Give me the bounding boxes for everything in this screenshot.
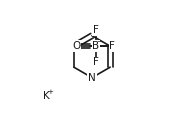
Text: K: K [43,91,50,101]
Text: B: B [92,41,100,51]
Text: O: O [72,41,80,51]
Text: F: F [109,41,115,51]
Text: F: F [93,25,99,35]
Text: −: − [96,39,102,45]
Text: N: N [88,73,96,83]
Text: +: + [47,89,53,95]
Text: F: F [93,57,99,67]
